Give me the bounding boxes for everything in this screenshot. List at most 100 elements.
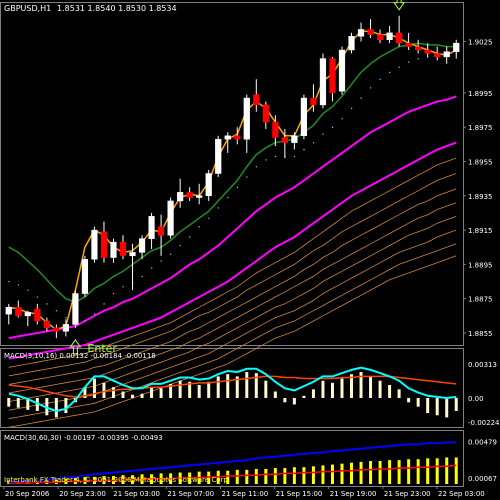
candle-body-25 xyxy=(243,97,250,140)
macd1-hist-bar-24 xyxy=(235,376,239,398)
candle-9 xyxy=(91,226,98,263)
dot-36 xyxy=(351,107,353,110)
candle-body-0 xyxy=(5,307,12,315)
macd1-hist-bar-8 xyxy=(83,387,87,398)
dot-1 xyxy=(17,284,19,286)
candle-body-35 xyxy=(338,49,346,92)
candle-25 xyxy=(243,94,250,153)
macd1-hist-bar-38 xyxy=(369,376,373,398)
candle-body-43 xyxy=(415,46,422,51)
macd1-hist-bar-40 xyxy=(388,385,392,398)
macd2-title: MACD(30,60,30) -0.00197 -0.00395 -0.0049… xyxy=(4,434,163,442)
macd1-hist-bar-28 xyxy=(273,391,277,398)
candle-7 xyxy=(72,290,79,328)
macd1-hist-bar-31 xyxy=(302,395,306,398)
pane-frame-0 xyxy=(0,2,464,346)
dot-0 xyxy=(8,281,10,283)
macd2-hist-bar-30 xyxy=(292,467,296,484)
dot-23 xyxy=(227,197,229,199)
dot-22 xyxy=(217,207,219,209)
macd1-hist-bar-27 xyxy=(264,380,268,398)
macd1-hist-bar-29 xyxy=(283,397,287,403)
macd2-hist-bar-44 xyxy=(426,458,430,484)
dot-26 xyxy=(255,166,258,168)
macd1-hist-bar-16 xyxy=(159,388,163,398)
macd2-hist-bar-23 xyxy=(226,470,230,484)
pane-frame-1 xyxy=(0,348,464,428)
macd1-hist-bar-32 xyxy=(311,389,315,398)
macd1-hist-bar-42 xyxy=(407,397,411,403)
candle-22 xyxy=(215,135,222,177)
dot-32 xyxy=(312,142,315,144)
candle-body-26 xyxy=(253,94,260,106)
macd1-hist-bar-17 xyxy=(169,383,173,398)
candle-26 xyxy=(253,79,260,112)
macd1-hist-bar-41 xyxy=(397,389,401,398)
candle-body-17 xyxy=(167,200,174,236)
candle-16 xyxy=(157,214,165,256)
ytick-label-4: 1.8935 xyxy=(468,193,493,201)
macd2-hist-bar-42 xyxy=(407,459,411,484)
dot-10 xyxy=(103,303,105,305)
candle-2 xyxy=(24,310,31,327)
candle-body-11 xyxy=(110,241,117,258)
macd2-hist-bar-33 xyxy=(321,465,325,484)
candle-44 xyxy=(424,43,431,57)
candle-body-15 xyxy=(148,216,155,239)
dot-18 xyxy=(179,245,181,247)
macd1-hist-bar-1 xyxy=(16,397,20,408)
ma-ribbon xyxy=(8,157,457,428)
macd1-hist-bar-10 xyxy=(102,382,106,398)
dot-39 xyxy=(379,78,381,80)
candle-body-9 xyxy=(91,229,98,260)
ma-magenta-fast xyxy=(8,95,457,340)
macd1-macd-line xyxy=(8,366,457,413)
dot-27 xyxy=(265,159,267,161)
candle-19 xyxy=(186,187,193,201)
candle-34 xyxy=(329,56,336,102)
candle-5 xyxy=(53,324,60,339)
dots-indicator xyxy=(8,52,457,326)
macd2-hist-bar-34 xyxy=(330,464,334,484)
ytick-label-6: 1.8895 xyxy=(468,261,493,269)
candle-37 xyxy=(357,22,365,42)
macd1-pane: 0.00313 0.00 -0.00224 xyxy=(7,361,500,427)
macd1-hist-bar-33 xyxy=(321,380,325,398)
macd1-hist-bar-5 xyxy=(54,397,58,418)
macd1-signal-line xyxy=(8,375,457,398)
candle-body-23 xyxy=(224,135,231,140)
macd1-hist-bar-6 xyxy=(64,397,68,414)
ytick-label-7: 1.8875 xyxy=(468,296,493,304)
candle-40 xyxy=(386,26,393,44)
macd2-hist-bar-45 xyxy=(435,458,439,484)
macd2-hist-bar-24 xyxy=(235,469,239,484)
candle-body-28 xyxy=(272,121,279,138)
candle-27 xyxy=(262,101,269,129)
candle-29 xyxy=(281,128,288,159)
candle-4 xyxy=(43,317,50,332)
macd1-ytick-1: 0.00 xyxy=(468,395,484,403)
macd2-hist-bar-36 xyxy=(350,462,354,484)
candle-39 xyxy=(376,29,384,44)
candle-body-7 xyxy=(72,293,79,325)
candle-32 xyxy=(310,84,317,112)
candle-body-5 xyxy=(53,327,60,332)
candle-body-31 xyxy=(300,97,308,137)
candle-body-45 xyxy=(434,53,441,58)
dot-5 xyxy=(55,310,58,312)
macd1-hist-bar-21 xyxy=(207,381,211,398)
dot-44 xyxy=(427,56,429,58)
ma-magenta-slow xyxy=(8,141,457,360)
dot-37 xyxy=(360,97,362,99)
dot-30 xyxy=(293,155,296,158)
macd2-hist-bar-40 xyxy=(388,460,392,484)
candle-47 xyxy=(453,39,460,59)
macd1-hist-bar-13 xyxy=(131,394,135,398)
ribbon-line-0 xyxy=(8,157,457,368)
macd1-hist-bar-23 xyxy=(226,374,230,398)
macd1-ytick-2: -0.00224 xyxy=(468,419,500,427)
candle-43 xyxy=(415,39,422,54)
watermark: Interbank FX Trader 4, © 2001-2006 MetaQ… xyxy=(4,476,230,484)
dot-28 xyxy=(274,155,277,158)
